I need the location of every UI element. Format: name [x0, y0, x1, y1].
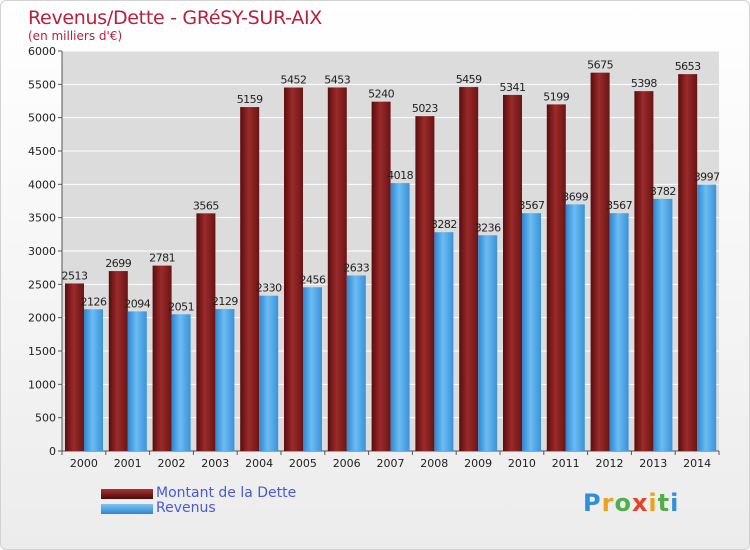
x-tick-label: 2014	[683, 457, 711, 470]
data-label-revenue: 2051	[168, 300, 194, 313]
data-label-debt: 5341	[500, 81, 526, 94]
data-label-debt: 5459	[456, 73, 482, 86]
legend-swatch-debt	[101, 489, 153, 499]
bar-debt	[634, 91, 654, 451]
data-label-revenue: 2126	[81, 295, 107, 308]
data-label-revenue: 3567	[519, 199, 545, 212]
bar-debt	[415, 116, 435, 451]
data-label-debt: 5675	[587, 59, 613, 72]
legend-label-debt: Montant de la Dette	[156, 485, 297, 501]
y-tick-label: 3500	[28, 212, 56, 225]
data-label-debt: 5199	[543, 90, 569, 103]
data-label-revenue: 2456	[300, 273, 326, 286]
bar-revenue	[697, 184, 717, 452]
legend-swatch-revenue	[101, 504, 153, 514]
y-tick-label: 1000	[28, 378, 56, 391]
x-tick-label: 2009	[464, 457, 492, 470]
bar-revenue	[478, 235, 498, 451]
proxiti-logo: Proxiti	[583, 489, 680, 517]
bar-revenue	[609, 213, 629, 451]
y-tick-label: 0	[49, 445, 56, 458]
x-tick-label: 2000	[70, 457, 98, 470]
y-tick-label: 4000	[28, 178, 56, 191]
y-tick-label: 2000	[28, 312, 56, 325]
data-label-debt: 5452	[281, 74, 307, 87]
data-label-revenue: 3997	[694, 171, 720, 184]
data-label-debt: 5398	[631, 77, 657, 90]
bar-debt	[108, 271, 128, 451]
bar-debt	[284, 87, 303, 452]
bar-debt	[196, 213, 216, 451]
bar-debt	[152, 265, 172, 451]
data-label-debt: 3565	[193, 199, 219, 212]
bar-revenue	[84, 309, 103, 451]
x-tick-label: 2007	[377, 457, 405, 470]
y-tick-label: 6000	[28, 45, 56, 58]
bar-debt	[65, 283, 84, 451]
x-tick-label: 2011	[552, 457, 580, 470]
bar-revenue	[303, 287, 322, 451]
data-label-revenue: 3236	[475, 221, 501, 234]
y-tick-label: 3000	[28, 245, 56, 258]
y-tick-label: 500	[35, 412, 56, 425]
data-label-revenue: 2633	[343, 261, 369, 274]
bar-debt	[590, 72, 610, 452]
bar-debt	[546, 104, 566, 452]
bar-revenue	[565, 204, 585, 451]
x-tick-label: 2003	[201, 457, 229, 470]
x-tick-label: 2005	[289, 457, 317, 470]
x-tick-label: 2010	[508, 457, 536, 470]
bar-revenue	[171, 314, 191, 451]
y-tick-label: 2500	[28, 278, 56, 291]
bar-revenue	[390, 183, 410, 451]
bar-revenue	[434, 232, 454, 451]
data-label-revenue: 3782	[650, 185, 676, 198]
x-tick-label: 2004	[245, 457, 273, 470]
bar-debt	[240, 107, 260, 452]
x-tick-label: 2013	[639, 457, 667, 470]
legend-label-revenue: Revenus	[156, 500, 216, 516]
x-tick-label: 2002	[158, 457, 186, 470]
y-tick-label: 5500	[28, 78, 56, 91]
bar-revenue	[522, 213, 541, 451]
bar-debt	[503, 94, 522, 451]
bar-revenue	[346, 275, 366, 451]
bar-debt	[459, 87, 479, 452]
bar-revenue	[215, 309, 235, 451]
data-label-debt: 5159	[237, 93, 263, 106]
data-label-debt: 2513	[62, 269, 88, 282]
y-tick-label: 4500	[28, 145, 56, 158]
data-label-debt: 5653	[675, 60, 701, 73]
data-label-debt: 5453	[324, 73, 350, 86]
y-tick-label: 1500	[28, 345, 56, 358]
bar-revenue	[259, 295, 279, 451]
chart-subtitle: (en milliers d'€)	[28, 29, 123, 43]
bar-debt	[678, 74, 698, 451]
data-label-revenue: 3699	[562, 190, 588, 203]
data-label-revenue: 4018	[387, 169, 413, 182]
x-tick-label: 2012	[596, 457, 624, 470]
data-label-revenue: 2330	[256, 282, 282, 295]
data-label-debt: 2781	[149, 252, 175, 265]
x-tick-label: 2006	[333, 457, 361, 470]
data-label-debt: 2699	[105, 257, 131, 270]
x-tick-label: 2001	[114, 457, 142, 470]
data-label-revenue: 3567	[606, 199, 632, 212]
data-label-debt: 5240	[368, 88, 394, 101]
chart-title: Revenus/Dette - GRéSY-SUR-AIX	[28, 7, 322, 29]
bar-debt	[371, 101, 391, 452]
data-label-revenue: 2094	[124, 297, 150, 310]
y-tick-label: 5000	[28, 112, 56, 125]
data-label-revenue: 3282	[431, 218, 457, 231]
data-label-revenue: 2129	[212, 295, 238, 308]
bar-debt	[327, 87, 347, 451]
data-label-debt: 5023	[412, 102, 438, 115]
bar-revenue	[653, 198, 673, 451]
x-tick-label: 2008	[420, 457, 448, 470]
bar-revenue	[127, 311, 147, 451]
